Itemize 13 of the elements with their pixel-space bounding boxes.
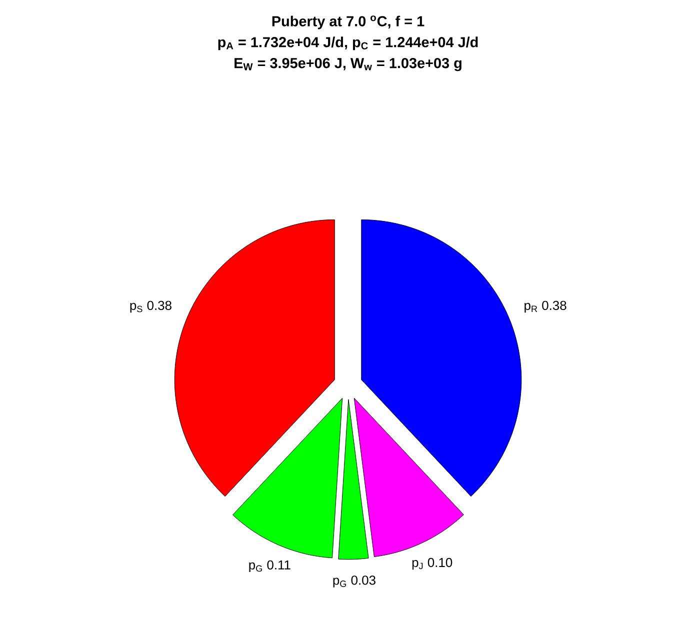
slice-label: p$_{G}$	[249, 562, 262, 572]
slice-label: p$_{R}$	[524, 302, 538, 313]
slice-label: p$_{G}$	[333, 578, 346, 588]
data-label: 0.38	[147, 300, 172, 310]
data-label: 0.38	[542, 300, 566, 310]
slice-label: p$_{S}$	[130, 302, 142, 313]
data-label: 0.11	[267, 560, 290, 570]
chart-subtitle: p$_{A}$ = 1.732e+04 J/d, p$_{C}$ = 1.244e+04 J/d	[218, 36, 478, 50]
chart-title: Puberty at 7.0 $^{o}$C, f = 1	[272, 16, 424, 30]
slice-label: p$_{J}$	[412, 560, 423, 570]
text: E$_{W}$ = 3.95e+06 J, W$_{w}$ = 1.03e+03 g	[234, 58, 462, 72]
data-label: 0.10	[428, 558, 452, 568]
data-label: 0.03	[351, 576, 376, 585]
